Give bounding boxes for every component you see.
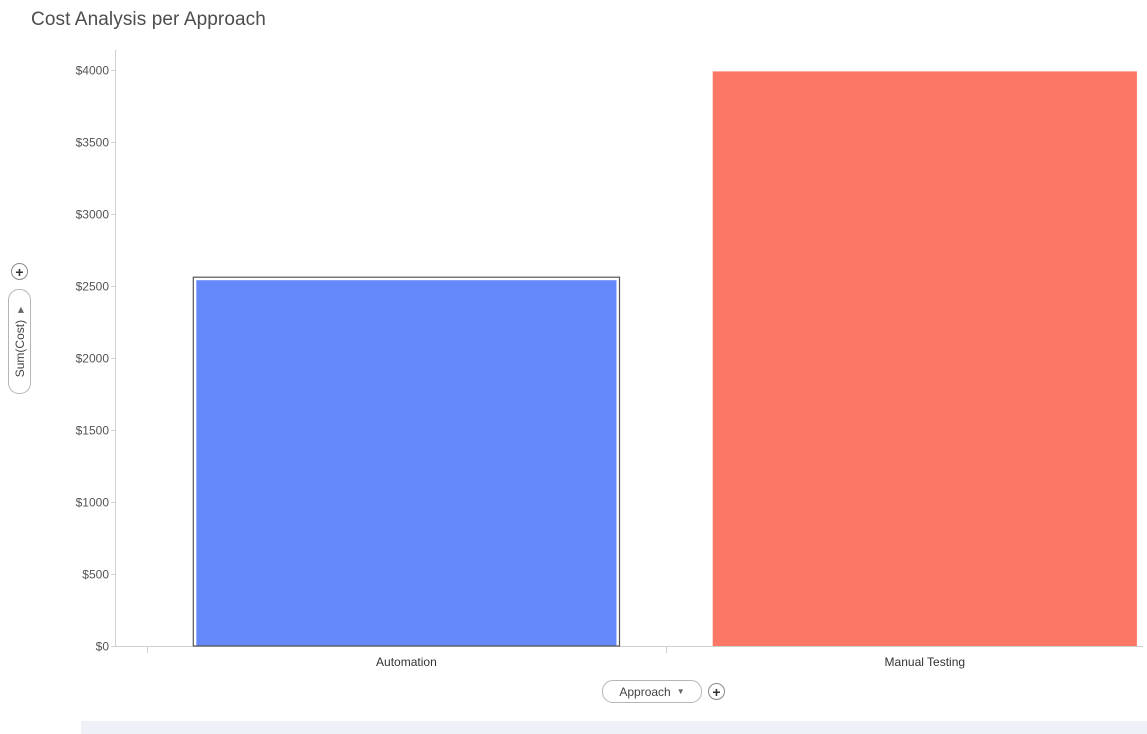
y-tick-label: $2500 (76, 280, 110, 294)
x-axis-add-button[interactable]: + (708, 683, 725, 700)
y-tick-label: $0 (96, 640, 110, 654)
bar-automation[interactable] (196, 280, 617, 646)
y-axis-selector[interactable]: Sum(Cost) ▶ (8, 289, 31, 394)
y-axis-add-button[interactable]: + (11, 263, 28, 280)
chart-title: Cost Analysis per Approach (31, 9, 266, 30)
y-tick-label: $3500 (76, 136, 110, 150)
bar-manual-testing[interactable] (712, 71, 1137, 646)
x-axis: Automation Manual Testing (115, 646, 1143, 669)
y-tick-label: $2000 (76, 352, 110, 366)
y-tick-label: $3000 (76, 208, 110, 222)
y-axis: $0 $500 $1000 $1500 $2000 $2500 $3000 $3500 $400… (76, 50, 116, 654)
y-tick-label: $500 (82, 568, 109, 582)
x-category-label: Automation (376, 655, 437, 669)
plus-icon: + (712, 683, 721, 700)
x-axis-selector[interactable]: Approach ▼ (602, 680, 702, 703)
bars (192, 71, 1137, 647)
y-tick-label: $1000 (76, 496, 110, 510)
caret-right-icon: ▶ (15, 306, 24, 313)
y-tick-label: $4000 (76, 64, 110, 78)
selection-outline (192, 276, 621, 647)
y-axis-selector-label: Sum(Cost) (12, 319, 27, 377)
details-panel-strip (81, 721, 1147, 734)
x-category-label: Manual Testing (885, 655, 966, 669)
caret-down-icon: ▼ (676, 687, 685, 696)
plus-icon: + (15, 263, 24, 280)
x-axis-selector-label: Approach (619, 684, 671, 699)
y-tick-label: $1500 (76, 424, 110, 438)
